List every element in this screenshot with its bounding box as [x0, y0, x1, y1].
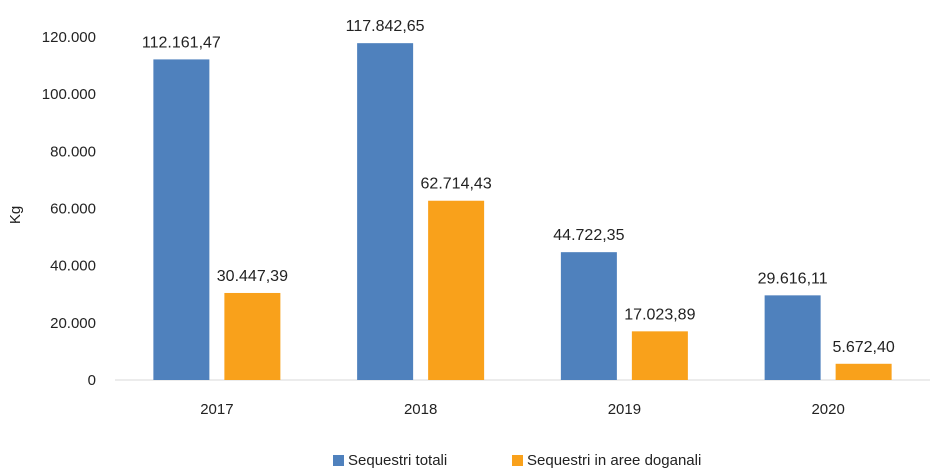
bar-2020-series-2: [835, 363, 892, 380]
data-label: 17.023,89: [624, 306, 695, 323]
y-tick-label: 60.000: [50, 201, 96, 218]
x-tick-label: 2019: [608, 401, 641, 418]
legend-item: Sequestri in aree doganali: [512, 452, 701, 469]
y-tick-label: 80.000: [50, 143, 96, 160]
data-labels: 112.161,47 30.447,39 117.842,65 62.714,43 44…: [142, 18, 895, 356]
data-label: 5.672,40: [832, 339, 894, 356]
legend-swatch: [512, 455, 523, 466]
legend-label: Sequestri totali: [348, 452, 447, 469]
x-tick-label: 2017: [200, 401, 233, 418]
data-label: 29.616,11: [758, 270, 828, 287]
y-tick-label: 40.000: [50, 258, 96, 275]
bar-2020-series-1: [764, 295, 821, 380]
legend-label: Sequestri in aree doganali: [527, 452, 701, 469]
legend: Sequestri totali Sequestri in aree dogana…: [333, 452, 701, 469]
x-tick-label: 2020: [811, 401, 844, 418]
x-tick-label: 2018: [404, 401, 437, 418]
y-axis-title: Kg: [7, 206, 24, 224]
y-axis-ticks: 0 20.000 40.000 60.000 80.000 100.000 120.000: [42, 29, 96, 389]
data-label: 44.722,35: [553, 227, 624, 244]
data-label: 62.714,43: [421, 176, 492, 193]
legend-swatch: [333, 455, 344, 466]
bar-2018-series-1: [357, 43, 414, 381]
legend-item: Sequestri totali: [333, 452, 447, 469]
y-tick-label: 20.000: [50, 315, 96, 332]
y-tick-label: 120.000: [42, 29, 96, 46]
bar-2017-series-2: [224, 292, 281, 380]
bars: [153, 43, 892, 381]
data-label: 30.447,39: [217, 268, 288, 285]
y-axis-title-text: Kg: [7, 206, 24, 224]
bar-2019-series-2: [631, 331, 688, 380]
bar-2018-series-2: [428, 200, 485, 380]
data-label: 112.161,47: [142, 34, 221, 51]
data-label: 117.842,65: [346, 18, 425, 35]
y-tick-label: 100.000: [42, 86, 96, 103]
bar-2019-series-1: [560, 252, 617, 380]
x-axis-ticks: 2017 2018 2019 2020: [200, 401, 845, 418]
bar-2017-series-1: [153, 59, 210, 381]
y-tick-label: 0: [88, 372, 96, 389]
